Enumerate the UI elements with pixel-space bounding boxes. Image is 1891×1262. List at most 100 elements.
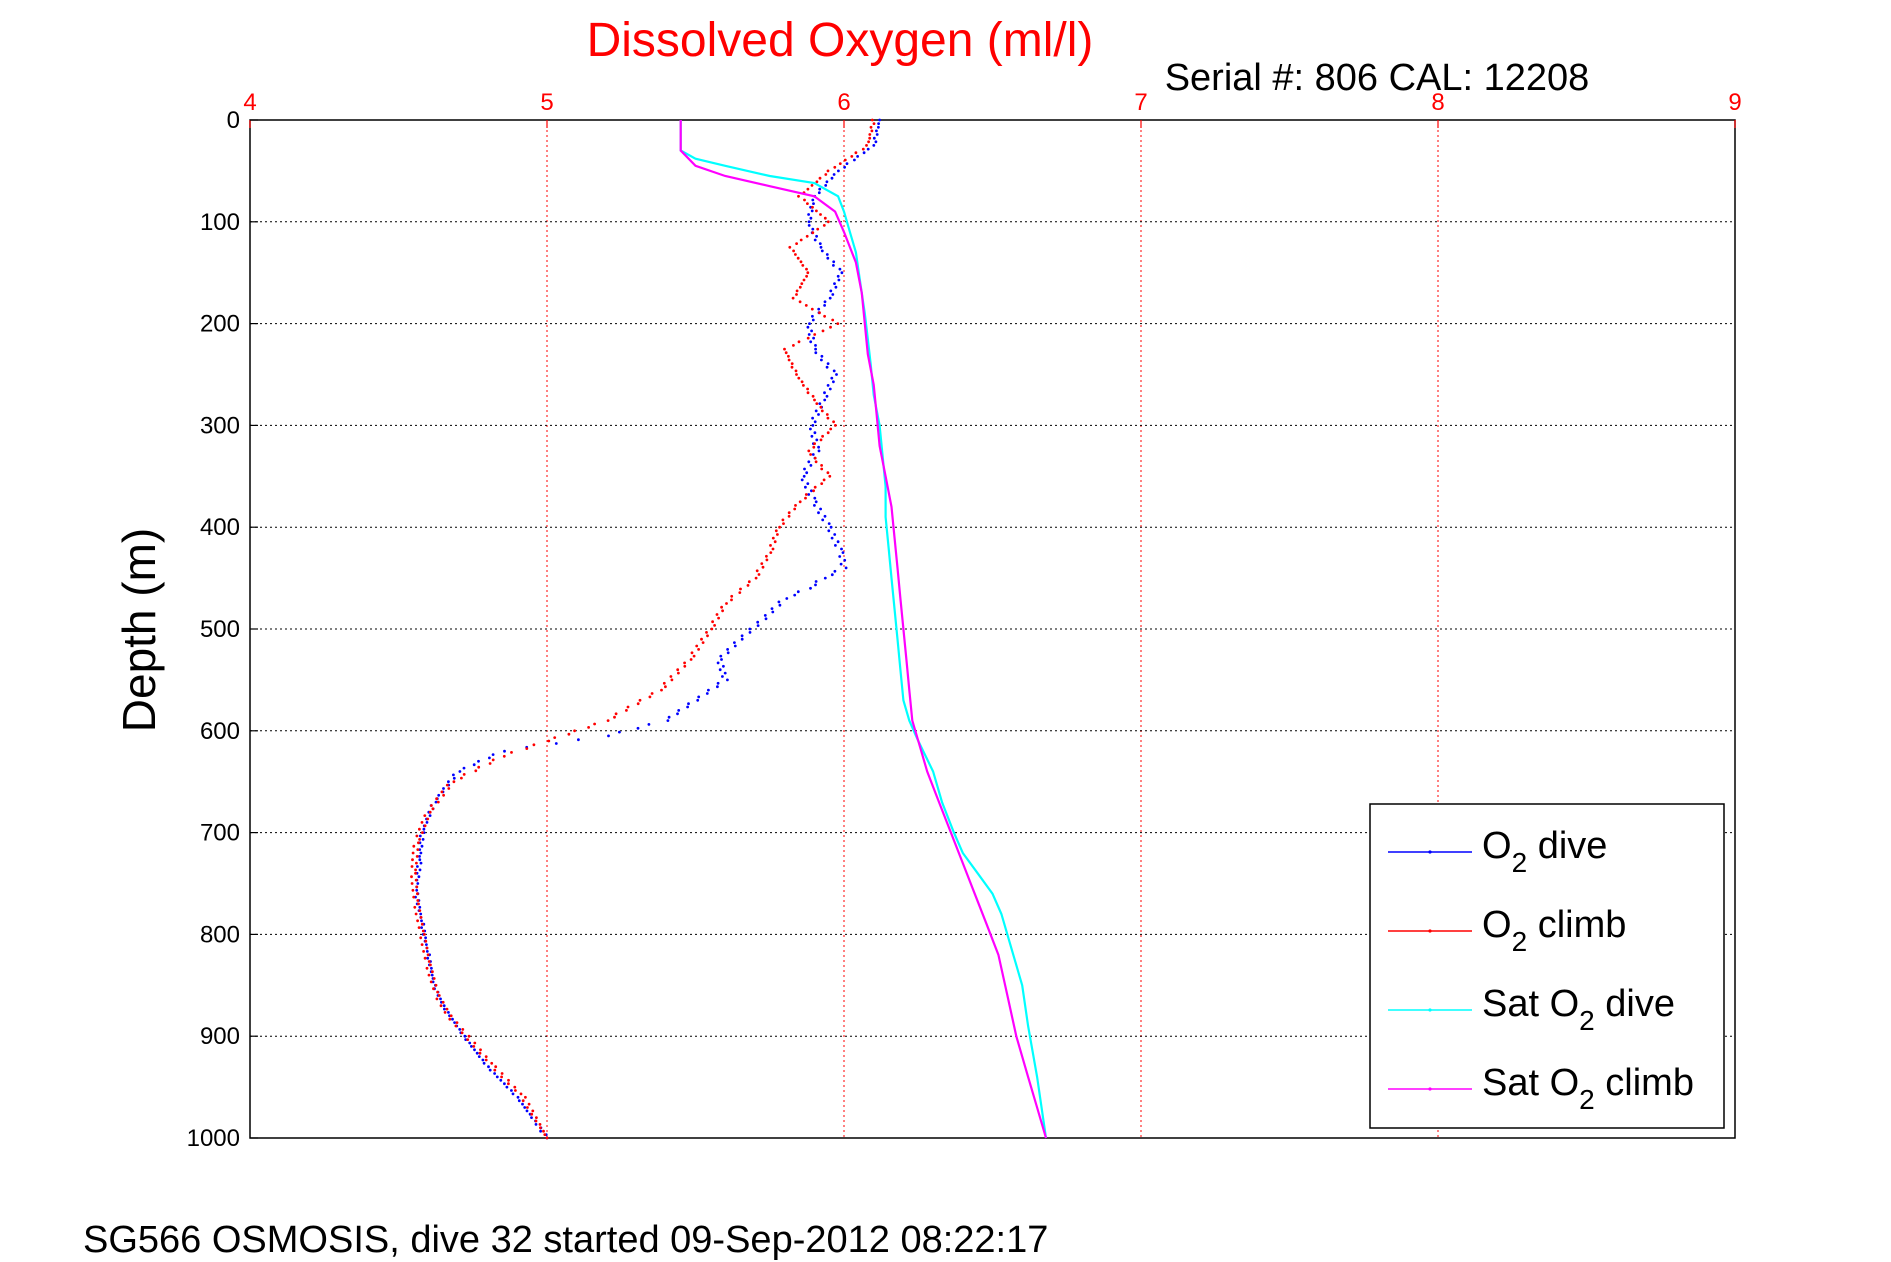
- series-point: [648, 695, 652, 699]
- series-point: [828, 296, 832, 300]
- footer-caption: SG566 OSMOSIS, dive 32 started 09-Sep-20…: [83, 1219, 1048, 1261]
- series-point: [718, 668, 722, 672]
- series-point: [427, 973, 431, 977]
- series-point: [757, 573, 761, 576]
- series-point: [710, 627, 714, 631]
- series-point: [811, 205, 814, 209]
- series-point: [419, 861, 423, 865]
- series-point: [462, 766, 466, 770]
- series-point: [716, 681, 720, 685]
- series-point: [814, 409, 818, 413]
- series-point: [810, 329, 813, 333]
- series-point: [418, 838, 421, 841]
- series-point: [838, 555, 842, 558]
- series-point: [412, 895, 416, 899]
- series-point: [807, 333, 811, 336]
- series-point: [484, 1055, 488, 1058]
- series-point: [787, 514, 791, 518]
- series-point: [841, 551, 845, 554]
- series-point: [607, 734, 610, 738]
- series-point: [636, 726, 640, 730]
- series-point: [447, 780, 450, 784]
- series-point: [692, 654, 696, 658]
- series-point: [870, 129, 874, 133]
- series-point: [805, 234, 809, 238]
- y-tick-label: 700: [200, 820, 240, 847]
- series-point: [782, 522, 785, 525]
- series-point: [814, 344, 817, 347]
- legend-label: O2 climb: [1482, 904, 1626, 957]
- legend-label-main: Sat O: [1482, 1062, 1579, 1104]
- series-point: [425, 966, 429, 970]
- series-point: [429, 980, 433, 984]
- series-point: [473, 1048, 476, 1052]
- series-point: [425, 946, 429, 950]
- series-point: [721, 609, 724, 613]
- series-point: [696, 698, 700, 702]
- series-point: [819, 405, 823, 409]
- series-point: [720, 605, 723, 609]
- legend-label-tail: climb: [1595, 1062, 1694, 1104]
- series-point: [676, 668, 680, 672]
- series-point: [442, 787, 445, 790]
- series-point: [511, 1092, 515, 1096]
- series-point: [825, 365, 829, 369]
- series-point: [760, 562, 764, 565]
- series-point: [866, 147, 870, 151]
- series-point: [416, 848, 420, 851]
- series-point: [458, 1028, 462, 1031]
- series-point: [453, 1021, 456, 1024]
- series-point: [787, 511, 791, 515]
- series-point: [825, 413, 829, 416]
- series-point: [447, 787, 451, 790]
- series-point: [796, 590, 800, 594]
- x-tick-label: 6: [837, 89, 850, 116]
- series-point: [817, 445, 820, 449]
- series-point: [534, 1123, 538, 1126]
- series-point: [700, 637, 703, 641]
- series-point: [452, 780, 456, 784]
- series-point: [811, 394, 815, 398]
- series-point: [437, 793, 441, 797]
- series-point: [832, 264, 835, 267]
- series-point: [713, 624, 716, 627]
- series-point: [418, 834, 422, 838]
- series-point: [423, 933, 426, 936]
- series-point: [415, 885, 419, 889]
- y-tick-label: 900: [200, 1023, 240, 1050]
- series-point: [420, 922, 424, 926]
- series-point: [813, 496, 817, 500]
- series-point: [521, 1102, 524, 1106]
- series-point: [481, 1058, 485, 1062]
- series-point: [535, 1116, 538, 1119]
- series-point: [690, 651, 694, 655]
- series-point: [795, 289, 799, 293]
- series-point: [716, 661, 720, 665]
- series-point: [687, 702, 690, 706]
- series-point: [420, 926, 423, 929]
- series-point: [530, 1112, 534, 1116]
- series-point: [411, 858, 414, 862]
- series-point: [484, 1058, 488, 1062]
- series-point: [451, 1017, 454, 1021]
- series-point: [833, 569, 837, 573]
- series-point: [823, 398, 827, 402]
- series-point: [488, 762, 492, 765]
- series-point: [809, 464, 813, 467]
- series-point: [806, 391, 810, 395]
- series-point: [821, 434, 824, 438]
- series-point: [423, 956, 427, 960]
- series-point: [445, 783, 449, 787]
- series-point: [815, 180, 819, 184]
- series-point: [826, 220, 830, 224]
- series-point: [754, 576, 758, 580]
- series-point: [831, 318, 835, 322]
- legend-label-tail: dive: [1595, 983, 1675, 1025]
- series-point: [432, 987, 435, 991]
- series-point: [823, 576, 827, 580]
- series-point: [507, 1078, 510, 1082]
- series-point: [618, 730, 621, 734]
- series-point: [784, 351, 788, 355]
- series-point: [463, 1034, 467, 1038]
- series-point: [505, 1085, 509, 1089]
